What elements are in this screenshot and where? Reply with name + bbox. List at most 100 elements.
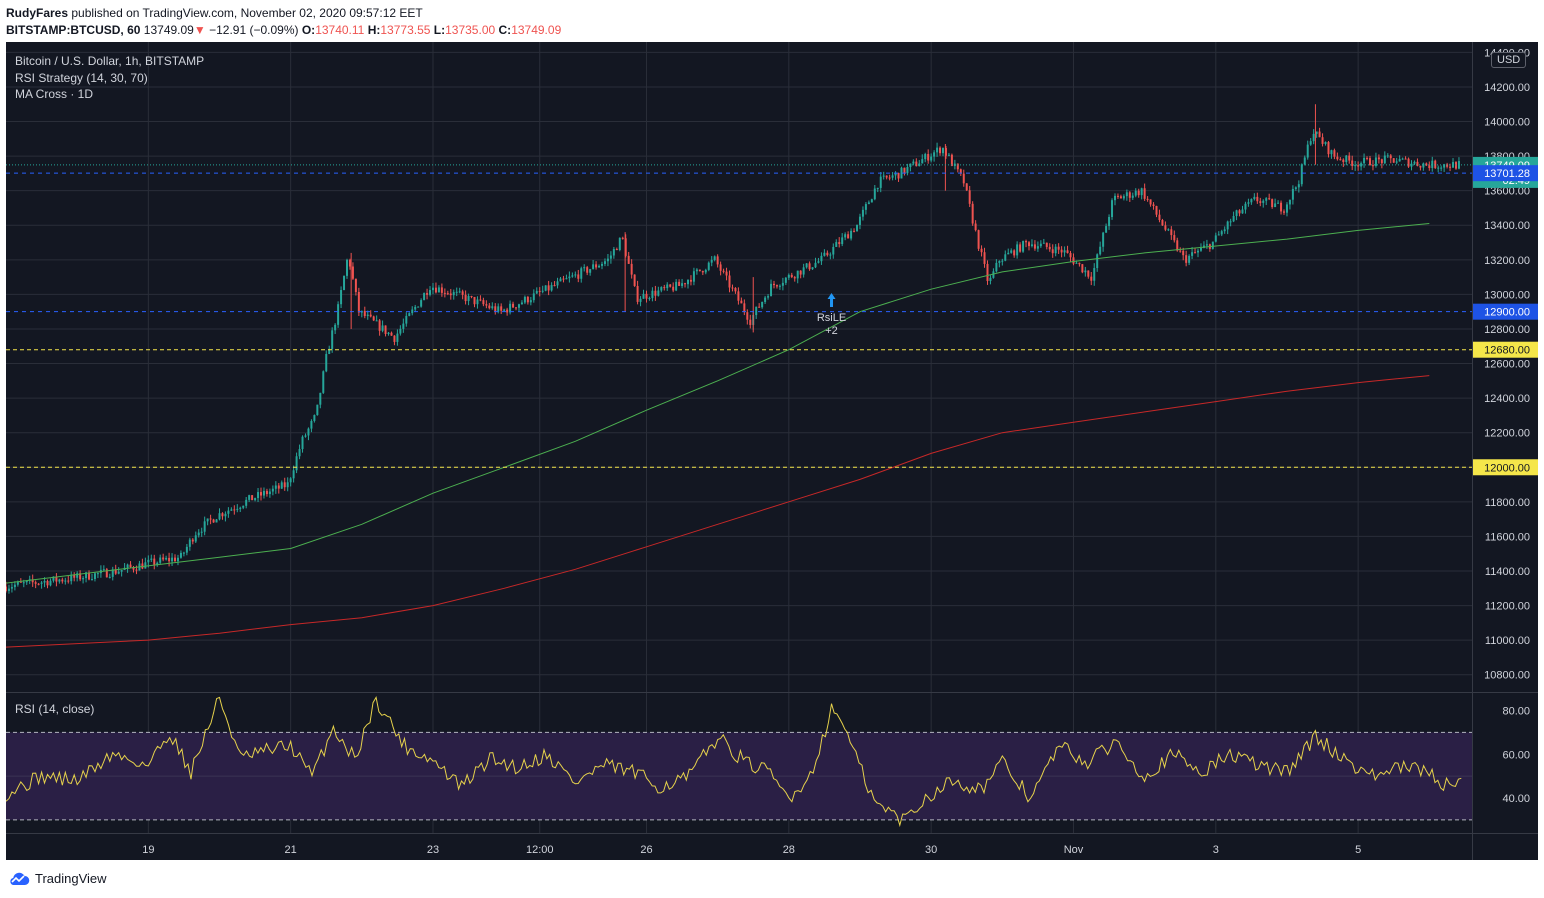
candle-body [698, 269, 701, 271]
candle-body [1087, 270, 1090, 277]
price-axis-label: 11200.00 [1485, 601, 1530, 613]
time-axis-label: 12:00 [526, 844, 554, 856]
candle-body [1084, 270, 1087, 273]
candle-body [1039, 243, 1042, 247]
candle-body [354, 278, 357, 292]
candle-body [959, 169, 962, 174]
candle-body [369, 314, 372, 317]
candle-body [775, 285, 778, 287]
candle-body [1250, 199, 1253, 203]
candle-body [206, 518, 209, 522]
candle-body [1437, 167, 1440, 169]
candle-body [1274, 203, 1277, 208]
candle-body [1105, 226, 1108, 233]
candle-body [847, 234, 850, 239]
rsi-axis-label: 60.00 [1502, 749, 1530, 761]
candle-body [1214, 235, 1217, 242]
candle-body [443, 292, 446, 294]
candle-body [1054, 246, 1057, 254]
candle-body [686, 279, 689, 285]
candle-body [1099, 246, 1102, 255]
candle-body [1161, 220, 1164, 226]
ma-cross-label[interactable]: MA Cross · 1D [15, 87, 94, 101]
candle-body [571, 275, 574, 277]
candle-body [1199, 247, 1202, 251]
candle-body [909, 163, 912, 168]
candle-body [58, 579, 61, 582]
candle-body [927, 154, 930, 161]
candle-body [215, 519, 218, 523]
candle-body [1229, 221, 1232, 223]
time-axis-label: Nov [1064, 844, 1084, 856]
candle-body [1371, 165, 1374, 167]
candle-body [1075, 262, 1078, 264]
publish-info: RudyFares published on TradingView.com, … [6, 5, 423, 21]
candle-body [1312, 133, 1315, 142]
candle-body [772, 283, 775, 286]
candle-body [168, 557, 171, 562]
rsi-strategy-label[interactable]: RSI Strategy (14, 30, 70) [15, 70, 148, 85]
candle-body [1113, 195, 1116, 201]
candle-body [995, 262, 998, 272]
candle-body [230, 509, 233, 511]
candle-body [402, 323, 405, 329]
candle-body [1155, 205, 1158, 215]
candle-body [218, 513, 221, 520]
candle-body [1235, 210, 1238, 217]
tradingview-logo[interactable]: TradingView [8, 871, 107, 886]
candle-body [853, 230, 856, 232]
candle-body [1380, 159, 1383, 164]
candle-body [681, 283, 684, 286]
candle-body [396, 333, 399, 342]
cloud-logo-icon [10, 872, 30, 885]
candle-body [556, 281, 559, 286]
candle-body [1033, 244, 1036, 249]
candle-body [378, 320, 381, 331]
candle-body [1223, 229, 1226, 232]
candle-body [34, 582, 37, 584]
time-axis-label: 23 [427, 844, 439, 856]
low-label: L: [433, 23, 446, 37]
candle-body [343, 275, 346, 291]
candle-body [43, 580, 46, 583]
candle-body [1197, 250, 1200, 253]
candle-body [408, 313, 411, 316]
candle-body [381, 325, 384, 331]
candle-body [1336, 156, 1339, 160]
candle-body [1321, 137, 1324, 144]
candle-body [1434, 160, 1437, 168]
price-chart[interactable]: RsiLE+2 10800.00 11000.00 11200.00 11400.00 1… [6, 42, 1538, 860]
candle-body [372, 316, 375, 321]
candle-body [384, 325, 387, 334]
candle-body [532, 293, 535, 301]
candle-body [52, 576, 55, 581]
candle-body [179, 552, 182, 558]
candle-body [891, 175, 894, 178]
candle-body [500, 306, 503, 311]
candle-body [452, 292, 455, 296]
candle-body [1374, 157, 1377, 166]
candle-body [802, 267, 805, 275]
author-name[interactable]: RudyFares [6, 6, 69, 20]
candle-body [1182, 250, 1185, 256]
price-axis-label: 14000.00 [1484, 117, 1530, 129]
candle-body [678, 281, 681, 286]
candle-body [939, 147, 942, 154]
candle-body [669, 284, 672, 287]
currency-badge[interactable]: USD [1491, 52, 1527, 68]
rsi-line [6, 696, 1462, 828]
chart-container[interactable]: RsiLE +2 10800.00 11000.00 11200.00 11400.00 1… [6, 42, 1538, 860]
price-change: −12.91 (−0.09%) [209, 23, 299, 37]
change-arrow: ▼ [193, 23, 206, 37]
candle-body [627, 255, 630, 264]
candle-body [64, 580, 67, 582]
candle-body [351, 266, 354, 279]
candle-body [1419, 165, 1422, 168]
candle-body [838, 242, 841, 245]
candle-body [630, 263, 633, 275]
symbol-title[interactable]: Bitcoin / U.S. Dollar, 1h, BITSTAMP [15, 54, 205, 68]
candle-body [257, 492, 260, 499]
rsi-legend[interactable]: RSI (14, close) [15, 702, 95, 716]
candle-body [191, 539, 194, 542]
high-value: 13773.55 [380, 23, 431, 37]
